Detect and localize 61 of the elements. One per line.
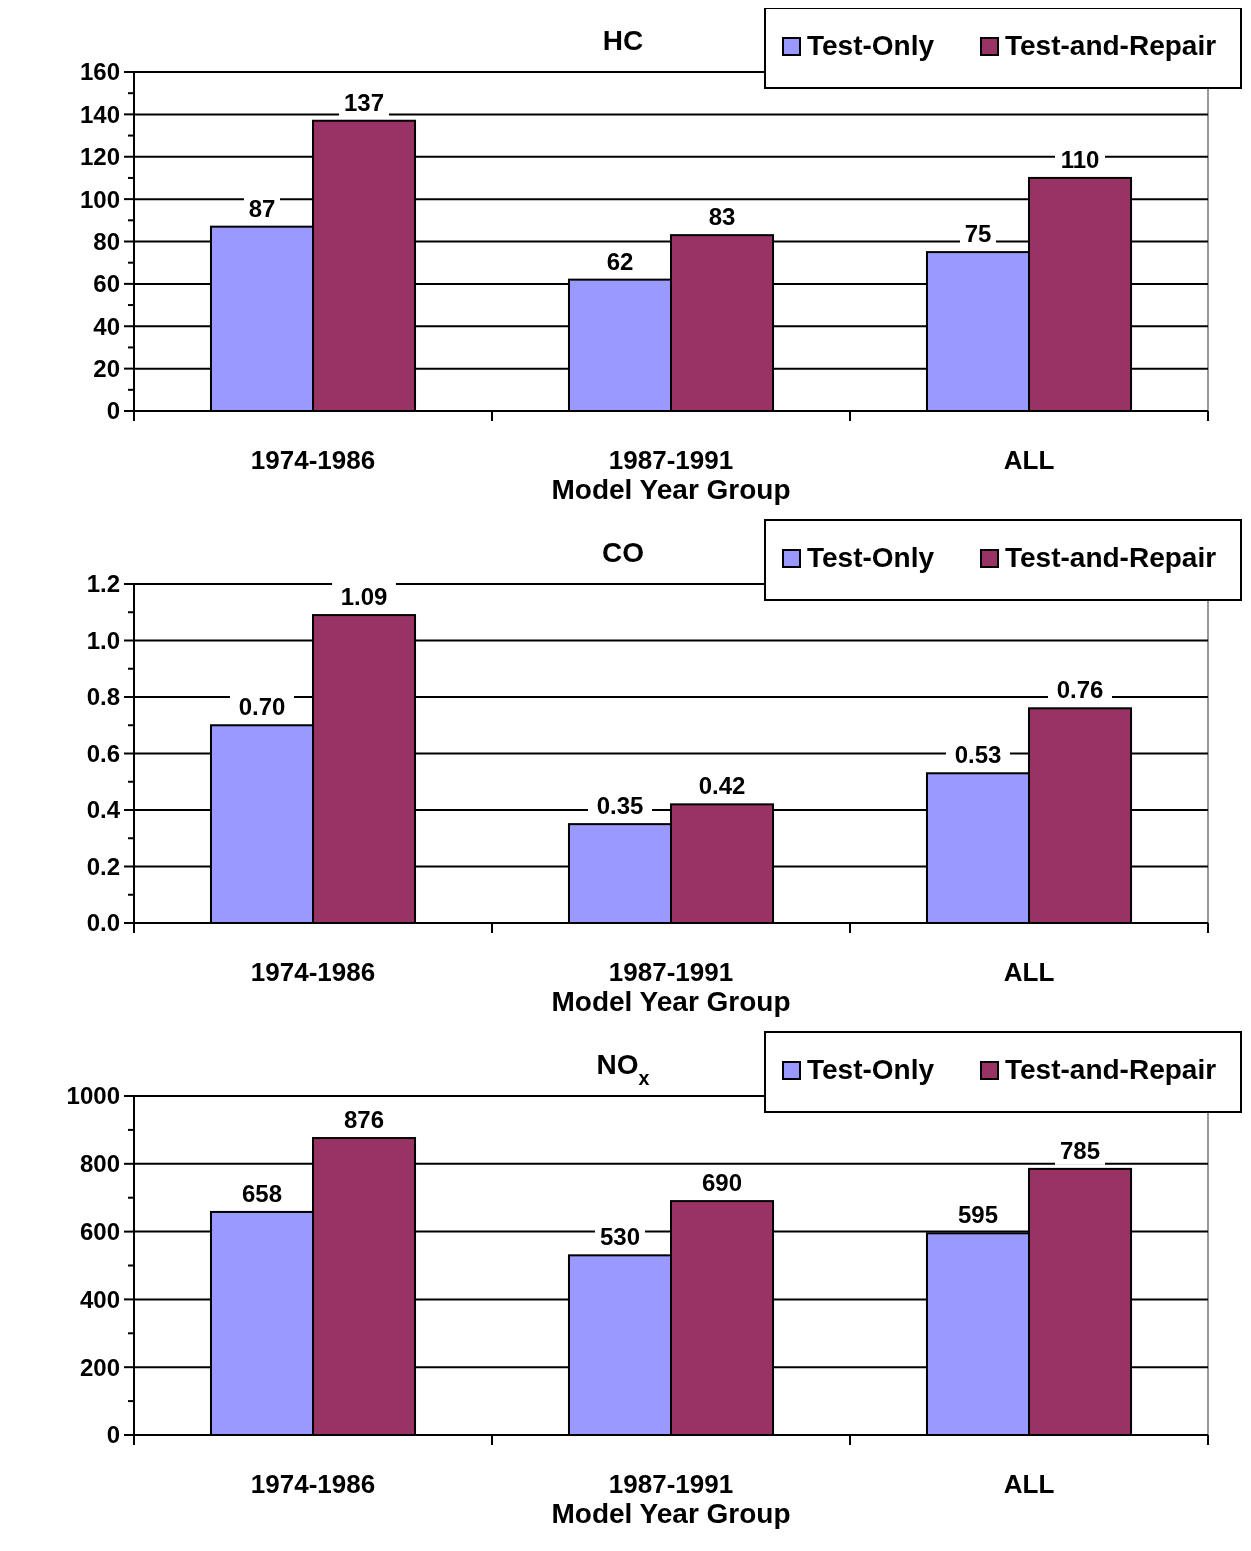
legend-label: Test-and-Repair — [1005, 542, 1217, 573]
data-label: 1.09 — [340, 583, 388, 611]
data-label: 530 — [599, 1223, 641, 1251]
chart-title: HC — [602, 25, 644, 56]
data-label: 110 — [1060, 145, 1100, 173]
legend-label: Test-Only — [807, 1054, 935, 1085]
x-tick-label: 1987-1991 — [608, 957, 734, 987]
legend-label: Test-Only — [807, 30, 935, 61]
legend-label: Test-Only — [807, 542, 935, 573]
y-tick-label: 0 — [106, 1421, 120, 1449]
y-tick-label: 100 — [79, 185, 120, 213]
data-label: 0.53 — [954, 741, 1002, 769]
y-tick-label: 80 — [93, 227, 120, 255]
y-tick-label: 0 — [106, 397, 120, 425]
x-tick-label: 1987-1991 — [608, 445, 734, 475]
x-axis-title: Model Year Group — [551, 1498, 791, 1529]
x-tick-label: 1987-1991 — [608, 1469, 734, 1499]
x-tick-label: ALL — [1003, 1469, 1055, 1499]
legend-label: Test-and-Repair — [1005, 30, 1217, 61]
y-tick-label: 1.0 — [86, 626, 120, 654]
x-tick-label: 1974-1986 — [250, 445, 376, 475]
chart-title: CO — [602, 537, 644, 568]
data-label: 62 — [606, 247, 634, 275]
data-label: 658 — [241, 1179, 283, 1207]
x-tick-label: 1974-1986 — [250, 957, 376, 987]
data-label: 595 — [957, 1201, 999, 1229]
data-label: 0.42 — [698, 772, 746, 800]
data-label: 137 — [343, 88, 385, 116]
y-tick-label: 1000 — [66, 1082, 120, 1110]
y-tick-label: 400 — [79, 1285, 120, 1313]
y-tick-label: 600 — [79, 1218, 120, 1245]
x-tick-label: ALL — [1003, 957, 1055, 987]
x-tick-label: ALL — [1003, 445, 1055, 475]
y-tick-label: 60 — [93, 270, 120, 298]
data-label: 75 — [964, 220, 992, 248]
y-tick-label: 1.2 — [86, 570, 120, 598]
y-tick-label: 20 — [93, 355, 120, 383]
data-label: 0.35 — [596, 792, 644, 820]
y-tick-label: 0.8 — [86, 683, 120, 711]
data-label: 83 — [708, 203, 736, 231]
data-label: 0.76 — [1056, 676, 1104, 704]
y-tick-label: 0.4 — [86, 796, 121, 824]
x-axis-title: Model Year Group — [551, 474, 791, 505]
chart-title: NO$_{x}$ — [596, 1049, 650, 1089]
x-tick-label: 1974-1986 — [250, 1469, 376, 1499]
y-tick-label: 800 — [79, 1150, 120, 1178]
legend-label: Test-and-Repair — [1005, 1054, 1217, 1085]
x-axis-title: Model Year Group — [551, 986, 791, 1017]
data-label: 690 — [701, 1169, 743, 1197]
y-tick-label: 140 — [79, 100, 120, 128]
data-label: 785 — [1059, 1136, 1101, 1164]
y-tick-label: 40 — [93, 312, 120, 340]
data-label: 87 — [248, 194, 276, 222]
y-tick-label: 0.0 — [86, 909, 120, 937]
y-tick-label: 200 — [79, 1353, 120, 1381]
y-tick-label: 160 — [79, 58, 120, 86]
y-tick-label: 0.2 — [86, 852, 120, 880]
y-tick-label: 120 — [79, 143, 120, 171]
data-label: 876 — [343, 1106, 385, 1134]
data-label: 0.70 — [238, 693, 286, 721]
y-tick-label: 0.6 — [86, 739, 120, 767]
